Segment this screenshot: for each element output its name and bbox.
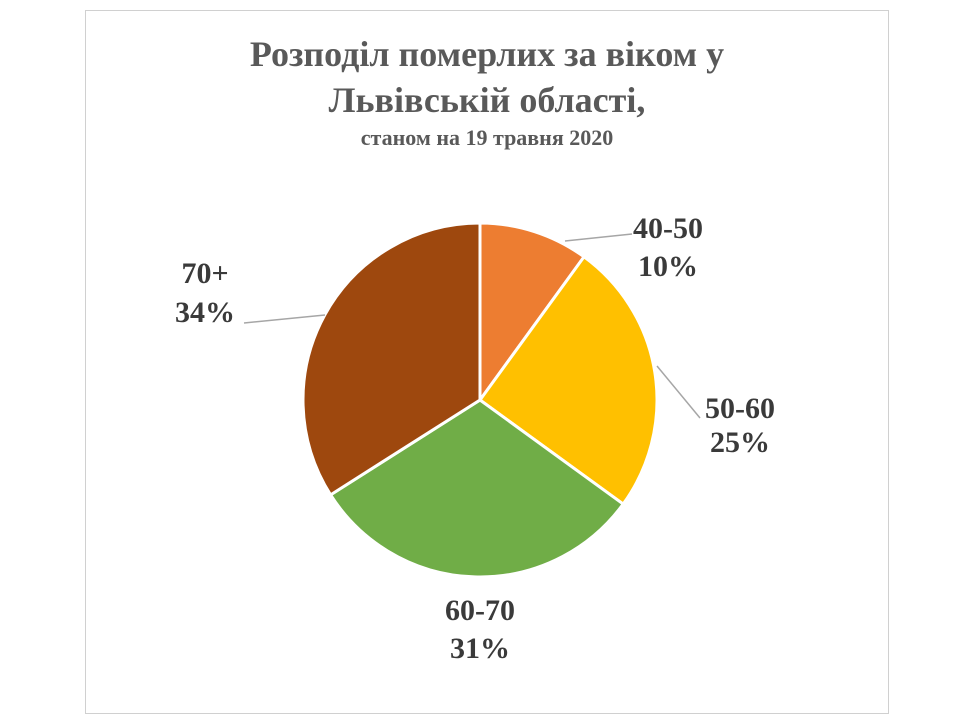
chart-title-line-1: Розподіл померлих за віком у [249,34,725,74]
data-label-category-40-50: 40-50 [633,212,703,245]
data-label-category-60-70: 60-70 [445,594,515,627]
data-label-percent-50-60: 25% [710,426,770,459]
data-label-percent-60-70: 31% [450,632,510,665]
data-label-percent-40-50: 10% [638,250,698,283]
chart-frame [85,10,889,714]
data-label-category-50-60: 50-60 [705,392,775,425]
pie-slice-60-70 [328,398,626,579]
data-label-percent-70plus: 34% [175,296,235,329]
chart-title-line-2: Львівській області, [328,80,646,120]
leader-line-40-50 [564,233,633,242]
data-label-category-70plus: 70+ [181,257,228,290]
chart-subtitle: станом на 19 травня 2020 [360,125,614,150]
leader-line-70plus [243,314,326,324]
pie-slice-40-50 [478,221,587,405]
pie-slice-50-60 [477,254,659,507]
leader-line-50-60 [656,365,701,419]
